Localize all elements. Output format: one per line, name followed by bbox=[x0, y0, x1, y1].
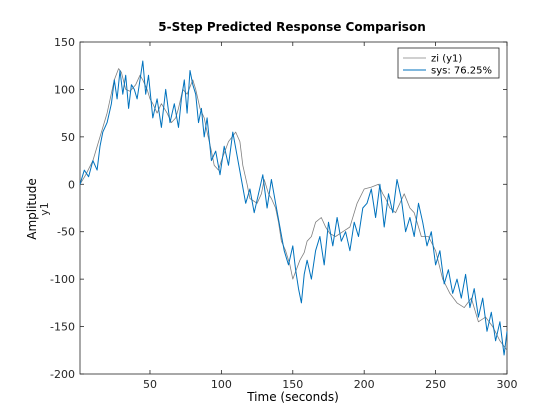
y-axis-sublabel: y1 bbox=[38, 202, 51, 216]
y-tick-label: 0 bbox=[68, 178, 75, 191]
y-tick-label: -50 bbox=[57, 226, 75, 239]
x-tick-label: 200 bbox=[354, 378, 375, 391]
x-tick-label: 150 bbox=[282, 378, 303, 391]
plot-lines bbox=[79, 60, 508, 356]
legend[interactable]: zi (y1)sys: 76.25% bbox=[397, 47, 500, 79]
x-tick-label: 250 bbox=[425, 378, 446, 391]
y-tick-label: -100 bbox=[50, 273, 75, 286]
y-tick-label: 150 bbox=[54, 36, 75, 49]
x-axis: 50 100 150 200 250 300 bbox=[143, 42, 518, 391]
series-line-predicted bbox=[79, 60, 508, 356]
x-tick-label: 50 bbox=[143, 378, 157, 391]
legend-box bbox=[397, 47, 500, 79]
x-tick-label: 300 bbox=[497, 378, 518, 391]
x-axis-label: Time (seconds) bbox=[246, 390, 339, 404]
legend-entry: zi (y1) bbox=[431, 54, 462, 65]
y-tick-label: 50 bbox=[61, 131, 75, 144]
y-axis: 150 100 50 0 -50 -100 -150 -200 bbox=[50, 36, 507, 381]
plot-area[interactable] bbox=[79, 41, 508, 375]
y-axis-label: Amplitude bbox=[25, 178, 39, 240]
x-tick-label: 100 bbox=[211, 378, 232, 391]
legend-entry: sys: 76.25% bbox=[431, 66, 492, 77]
y-tick-label: -150 bbox=[50, 321, 75, 334]
y-tick-label: 100 bbox=[54, 83, 75, 96]
y-tick-label: -200 bbox=[50, 368, 75, 381]
chart-title: 5-Step Predicted Response Comparison bbox=[158, 20, 426, 34]
